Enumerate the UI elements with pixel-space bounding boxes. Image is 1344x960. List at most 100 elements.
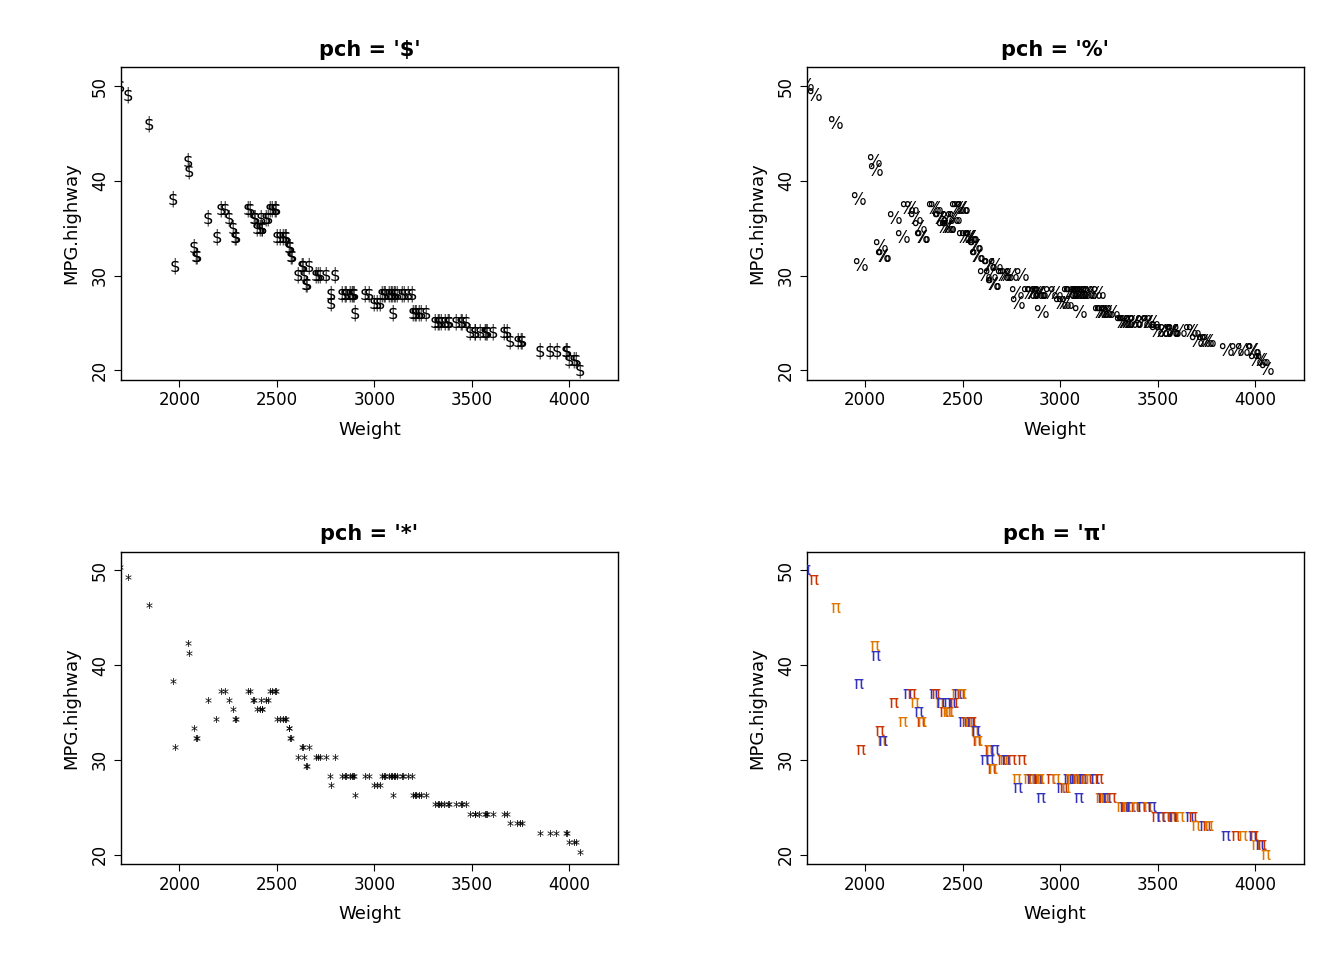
Text: *: * <box>415 791 422 804</box>
Text: $: $ <box>410 304 421 323</box>
Text: $: $ <box>257 219 267 237</box>
Text: %: % <box>1253 351 1267 370</box>
Text: π: π <box>1125 798 1136 816</box>
Text: π: π <box>1055 780 1066 797</box>
Text: $: $ <box>544 343 555 360</box>
Text: *: * <box>394 772 401 786</box>
Text: $: $ <box>564 351 574 370</box>
Text: π: π <box>953 684 962 703</box>
Text: %: % <box>874 248 890 266</box>
Text: *: * <box>566 838 573 852</box>
Text: π: π <box>1129 798 1140 816</box>
Text: *: * <box>212 715 220 729</box>
Text: π: π <box>853 675 863 693</box>
Text: $: $ <box>249 209 259 228</box>
Text: *: * <box>437 801 444 814</box>
Text: $: $ <box>284 238 294 256</box>
Text: *: * <box>302 762 309 777</box>
Text: *: * <box>458 801 465 814</box>
Text: $: $ <box>515 333 526 350</box>
Text: *: * <box>191 725 198 738</box>
Text: $: $ <box>517 333 528 350</box>
Text: π: π <box>831 599 840 617</box>
Text: *: * <box>390 791 396 804</box>
Text: π: π <box>855 741 866 759</box>
Text: %: % <box>1091 304 1107 323</box>
Text: *: * <box>446 801 453 814</box>
Text: *: * <box>536 828 543 843</box>
Text: %: % <box>1171 324 1187 342</box>
Text: %: % <box>933 209 948 228</box>
Text: *: * <box>341 772 348 786</box>
Text: *: * <box>269 686 276 701</box>
Text: π: π <box>1075 770 1086 788</box>
Text: π: π <box>1074 770 1085 788</box>
Text: π: π <box>1250 836 1261 854</box>
Text: %: % <box>1009 295 1025 313</box>
Text: $: $ <box>569 351 579 370</box>
Text: *: * <box>466 809 473 824</box>
Text: *: * <box>245 686 251 701</box>
Text: %: % <box>926 201 941 218</box>
Title: pch = 'π': pch = 'π' <box>1004 524 1107 544</box>
Text: $: $ <box>231 228 242 247</box>
Text: %: % <box>954 228 970 247</box>
Text: *: * <box>552 828 560 843</box>
Text: %: % <box>961 228 976 247</box>
Text: %: % <box>939 209 954 228</box>
Text: π: π <box>870 637 879 656</box>
Text: π: π <box>1016 751 1027 769</box>
Text: %: % <box>1004 267 1019 284</box>
Text: %: % <box>1103 304 1120 323</box>
Text: π: π <box>1089 770 1099 788</box>
Text: *: * <box>258 696 265 710</box>
Text: π: π <box>984 741 995 759</box>
Text: %: % <box>1028 285 1043 303</box>
Text: π: π <box>1118 798 1129 816</box>
Text: *: * <box>246 686 253 701</box>
Text: $: $ <box>327 295 337 313</box>
Text: %: % <box>1126 314 1142 332</box>
Text: $: $ <box>375 295 386 313</box>
Text: %: % <box>1008 285 1024 303</box>
Text: π: π <box>870 647 880 664</box>
Text: π: π <box>1150 807 1161 826</box>
Text: %: % <box>1031 285 1047 303</box>
Text: $: $ <box>312 267 323 284</box>
Text: *: * <box>482 809 489 824</box>
Text: $: $ <box>169 257 180 276</box>
Text: π: π <box>996 751 1007 769</box>
Text: %: % <box>958 228 973 247</box>
Text: %: % <box>1188 333 1203 350</box>
Text: $: $ <box>203 209 212 228</box>
Text: π: π <box>1073 770 1083 788</box>
Text: %: % <box>1082 285 1097 303</box>
Text: *: * <box>379 772 386 786</box>
Text: *: * <box>251 696 258 710</box>
Text: *: * <box>285 725 292 738</box>
Text: *: * <box>273 686 280 701</box>
Text: π: π <box>902 684 913 703</box>
Text: *: * <box>398 772 405 786</box>
Text: *: * <box>288 733 294 748</box>
Text: π: π <box>943 704 953 722</box>
Text: π: π <box>914 704 923 722</box>
Text: π: π <box>1012 780 1023 797</box>
Text: %: % <box>1185 324 1200 342</box>
Text: %: % <box>1055 295 1071 313</box>
Text: %: % <box>1071 304 1086 323</box>
Text: $: $ <box>383 285 394 303</box>
Text: %: % <box>1032 285 1047 303</box>
Text: $: $ <box>341 285 351 303</box>
Text: %: % <box>997 267 1013 284</box>
Text: $: $ <box>429 314 439 332</box>
Text: $: $ <box>301 276 312 294</box>
Text: $: $ <box>414 304 425 323</box>
Text: π: π <box>1202 817 1211 835</box>
Text: *: * <box>343 772 349 786</box>
Text: $: $ <box>359 285 370 303</box>
Text: *: * <box>192 733 199 748</box>
Text: π: π <box>1000 751 1011 769</box>
Text: π: π <box>929 684 938 703</box>
Text: %: % <box>985 276 1001 294</box>
